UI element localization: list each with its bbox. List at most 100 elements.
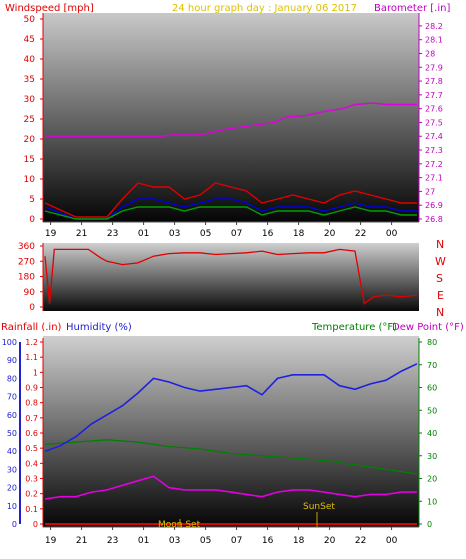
compass-w: W: [435, 255, 446, 268]
barometer-axis-title: Barometer [.in]: [374, 3, 450, 14]
dir-y-label-3: 270: [18, 257, 35, 267]
humidity-line: [44, 363, 418, 452]
wind-x-label-6: 07: [231, 229, 242, 239]
rain-y-label-5: 0.5: [25, 444, 38, 453]
baro-y-label-7: 27.5: [425, 118, 443, 127]
wind-y-label-3: 15: [24, 155, 35, 165]
wind-x-label-2: 23: [107, 229, 118, 239]
wind-y-label-2: 10: [24, 175, 36, 185]
temperature-line: [44, 439, 418, 475]
baro-y-label-10: 27.8: [425, 77, 443, 86]
baro-y-label-14: 28.2: [425, 22, 443, 31]
climate-x-label-0: 19: [45, 536, 57, 546]
direction-series-group: 0 90 180 270 360: [18, 242, 418, 313]
rain-y-label-9: 0.9: [25, 384, 38, 393]
wind-axis-title: Windspeed [mph]: [5, 3, 94, 14]
climate-x-label-11: 00: [386, 536, 398, 546]
temp-y-label-6: 60: [427, 384, 437, 393]
wind-x-label-3: 01: [138, 229, 149, 239]
rain-y-label-2: 0.2: [25, 490, 38, 499]
humidity-y-label-10: 100: [2, 338, 17, 347]
temp-y-label-4: 40: [427, 429, 437, 438]
rain-y-label-11: 1.1: [25, 353, 38, 362]
humidity-y-label-0: 0: [12, 520, 17, 529]
baro-y-label-6: 27.4: [425, 132, 443, 141]
wind-low-line: [44, 206, 417, 220]
dewpoint-line: [44, 475, 417, 500]
wind-y-label-7: 35: [24, 75, 35, 85]
temp-y-label-7: 70: [427, 361, 437, 370]
rain-y-label-3: 0.3: [25, 475, 38, 484]
temperature-axis-title: Temperature (°F): [311, 322, 397, 333]
wind-y-label-5: 25: [24, 115, 35, 125]
temp-y-label-8: 80: [427, 338, 437, 347]
humidity-y-label-3: 30: [7, 465, 17, 474]
climate-x-label-1: 21: [76, 536, 87, 546]
temp-y-label-1: 10: [427, 497, 437, 506]
baro-y-label-13: 28.1: [425, 36, 443, 45]
compass-n-bottom: N: [436, 306, 444, 319]
temp-y-label-2: 20: [427, 475, 437, 484]
baro-y-label-2: 27: [425, 187, 435, 196]
climate-x-label-5: 05: [200, 536, 211, 546]
baro-y-label-3: 27.1: [425, 174, 443, 183]
dewpoint-axis-title: Dew Point (°F): [392, 322, 464, 333]
wind-y-label-1: 5: [29, 195, 35, 205]
wind-x-label-1: 21: [76, 229, 87, 239]
rain-y-label-6: 0.6: [25, 429, 38, 438]
baro-y-label-9: 27.7: [425, 91, 443, 100]
humidity-y-label-5: 50: [7, 429, 17, 438]
dir-y-label-4: 360: [18, 242, 35, 252]
wind-x-label-7: 16: [262, 229, 274, 239]
climate-series-group: 010203040506070809010000.10.20.30.40.50.…: [2, 338, 437, 546]
wind-y-label-8: 40: [24, 55, 36, 65]
wind-y-label-4: 20: [24, 135, 36, 145]
baro-y-label-12: 28: [425, 49, 435, 58]
humidity-axis-title: Humidity (%): [66, 322, 132, 333]
wind-plot-area: [43, 13, 419, 222]
rain-y-label-8: 0.8: [25, 399, 38, 408]
climate-x-label-8: 18: [293, 536, 305, 546]
wind-y-label-10: 50: [24, 15, 36, 25]
wind-x-label-4: 03: [169, 229, 180, 239]
baro-y-label-11: 27.9: [425, 63, 443, 72]
compass-e: E: [437, 289, 444, 302]
baro-y-label-1: 26.9: [425, 201, 443, 210]
wind-y-label-9: 45: [24, 35, 35, 45]
wind-gust-line: [44, 182, 417, 218]
dir-y-label-1: 90: [24, 288, 36, 298]
barometer-line: [45, 102, 417, 137]
wind-x-label-9: 20: [324, 229, 336, 239]
compass-s: S: [436, 272, 443, 285]
compass-n-top: N: [436, 238, 444, 251]
sunset-label: SunSet: [303, 502, 335, 512]
rain-y-label-10: 1: [33, 368, 38, 377]
wind-x-label-8: 18: [293, 229, 305, 239]
wind-x-label-10: 22: [355, 229, 366, 239]
wind-series-group: 0510152025303540455026.826.92727.127.227…: [24, 13, 443, 239]
climate-x-label-9: 20: [324, 536, 336, 546]
rain-y-label-12: 1.2: [25, 338, 38, 347]
wind-x-label-0: 19: [45, 229, 57, 239]
temp-y-label-3: 30: [427, 452, 437, 461]
baro-y-label-5: 27.3: [425, 146, 443, 155]
humidity-y-label-6: 60: [7, 411, 17, 420]
temp-y-label-0: 0: [427, 520, 432, 529]
climate-x-label-6: 07: [231, 536, 242, 546]
dir-y-label-0: 0: [29, 303, 35, 313]
humidity-y-label-2: 20: [7, 484, 17, 493]
direction-plot-area: [43, 243, 419, 311]
humidity-y-label-7: 70: [7, 393, 17, 402]
climate-x-label-7: 16: [262, 536, 274, 546]
wind-y-label-0: 0: [29, 215, 35, 225]
climate-plot-area: [43, 336, 419, 527]
humidity-y-label-9: 90: [7, 356, 17, 365]
wind-y-label-6: 30: [24, 95, 36, 105]
baro-y-label-8: 27.6: [425, 105, 443, 114]
humidity-y-label-4: 40: [7, 447, 17, 456]
baro-y-label-0: 26.8: [425, 215, 443, 224]
dir-y-label-2: 180: [18, 273, 35, 283]
climate-x-label-4: 03: [169, 536, 180, 546]
rain-y-label-7: 0.7: [25, 414, 38, 423]
